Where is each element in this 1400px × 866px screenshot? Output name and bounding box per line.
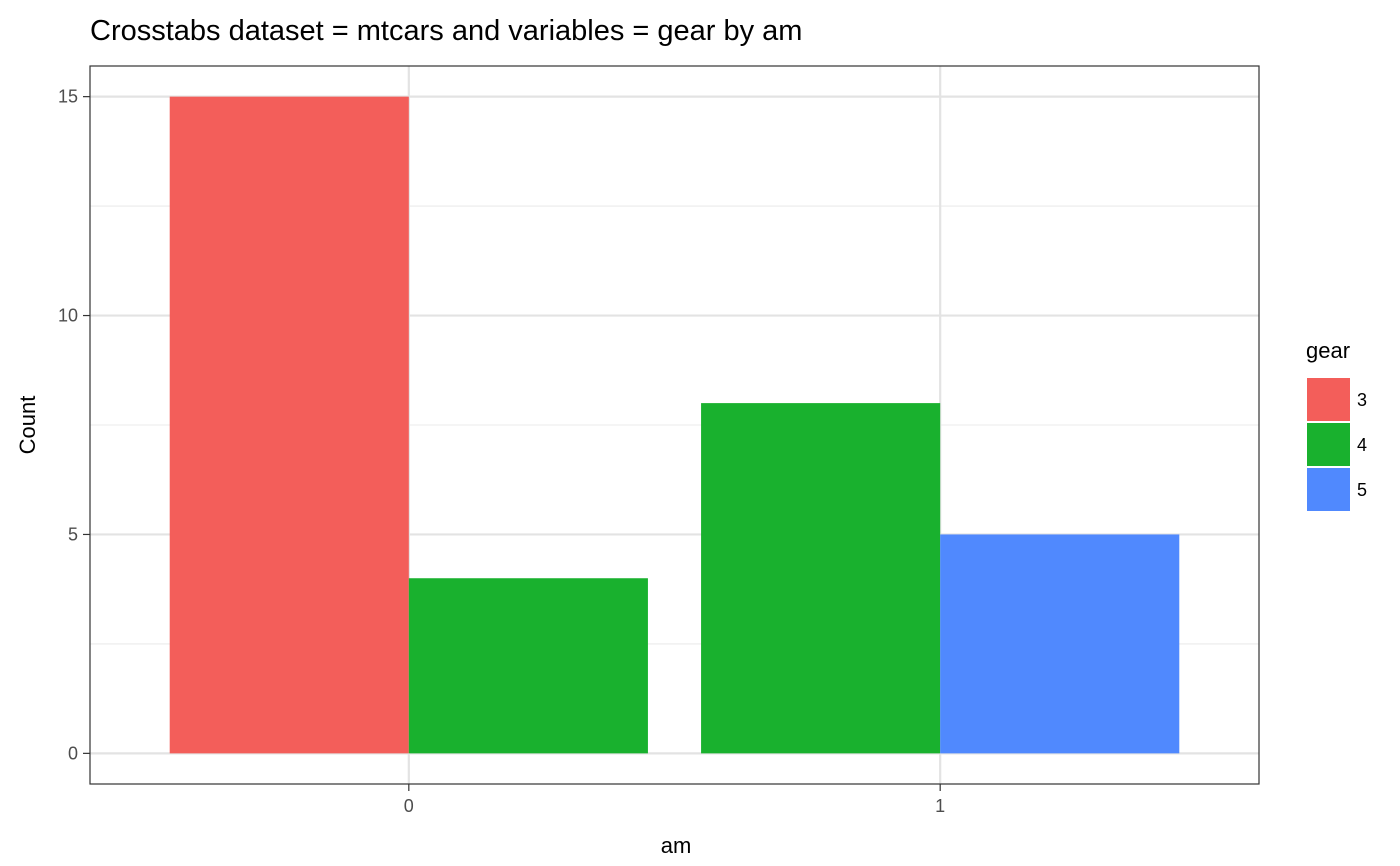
bar-am-1-gear-4 <box>701 403 941 754</box>
legend-label-4: 4 <box>1357 435 1367 455</box>
x-axis-title: am <box>661 833 692 858</box>
y-tick-label: 5 <box>68 524 78 544</box>
y-tick-label: 10 <box>58 306 78 326</box>
legend-label-3: 3 <box>1357 390 1367 410</box>
legend: gear 3 4 5 <box>1306 338 1367 511</box>
panel-border <box>89 65 1260 785</box>
y-axis-title: Count <box>15 396 40 455</box>
legend-swatch-3 <box>1307 378 1350 421</box>
chart-title: Crosstabs dataset = mtcars and variables… <box>90 15 802 47</box>
legend-title: gear <box>1306 338 1350 363</box>
legend-swatch-5 <box>1307 468 1350 511</box>
y-tick-label: 15 <box>58 87 78 107</box>
legend-label-5: 5 <box>1357 480 1367 500</box>
bar-am-0-gear-4 <box>408 578 648 754</box>
legend-swatch-4 <box>1307 423 1350 466</box>
x-tick-label: 1 <box>935 796 945 816</box>
bar-am-1-gear-5 <box>940 534 1180 754</box>
y-tick-label: 0 <box>68 743 78 763</box>
bars <box>169 96 1180 754</box>
bar-am-0-gear-3 <box>169 96 409 754</box>
y-axis: 0 5 10 15 <box>58 87 90 763</box>
x-tick-label: 0 <box>404 796 414 816</box>
